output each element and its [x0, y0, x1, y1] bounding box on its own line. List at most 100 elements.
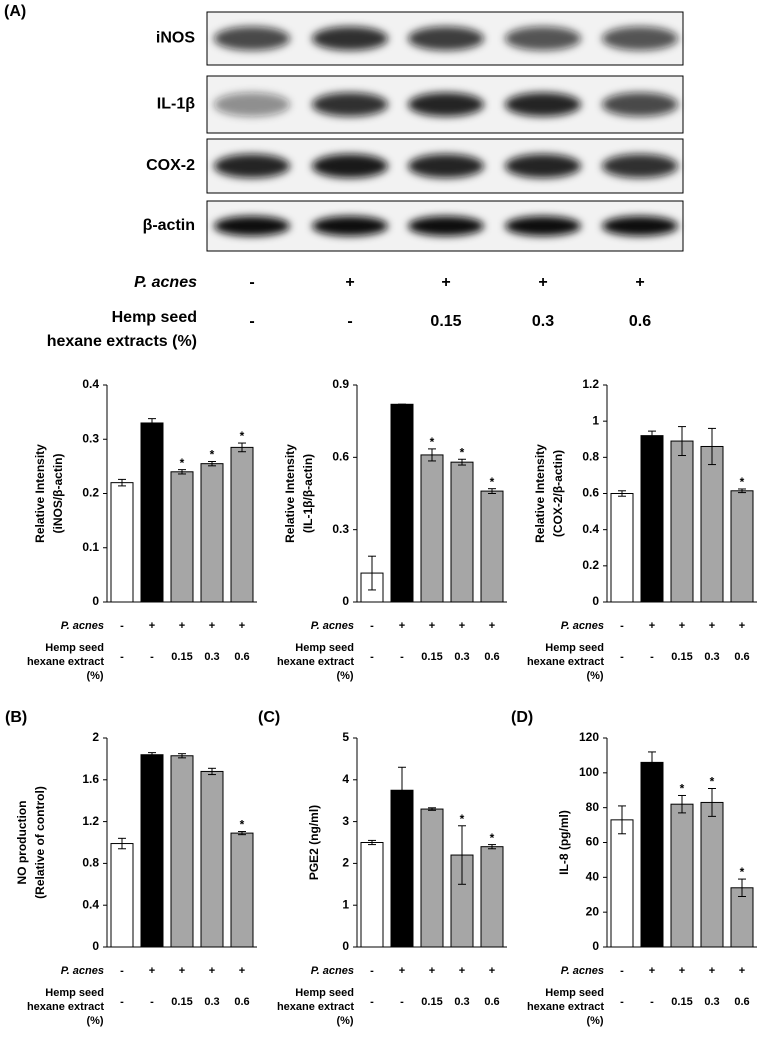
row-value: 0.3 — [454, 651, 469, 663]
row-label: P. acnes — [134, 274, 197, 291]
row-value: + — [459, 620, 465, 632]
row-value: - — [120, 651, 124, 663]
bar — [200, 463, 224, 603]
row-value: 0.3 — [204, 651, 219, 663]
row-label: (%) — [586, 670, 603, 682]
band — [214, 92, 290, 117]
row-label: P. acnes — [61, 965, 104, 977]
bar — [140, 754, 164, 948]
band — [602, 26, 678, 51]
panel-label: (B) — [5, 709, 27, 726]
bar — [670, 440, 694, 603]
y-tick-label: 0 — [342, 594, 349, 608]
y-tick-label: 20 — [586, 904, 600, 918]
band-label: IL-1β — [157, 96, 195, 113]
band-label: COX-2 — [146, 157, 195, 174]
row-label: Hemp seed — [545, 642, 604, 654]
significance: * — [210, 448, 215, 462]
band — [312, 216, 388, 236]
y-tick-label: 0.2 — [82, 486, 99, 500]
significance: * — [240, 429, 245, 443]
row-value: - — [370, 620, 374, 632]
y-tick-label: 1.2 — [582, 377, 599, 391]
bar — [170, 755, 194, 948]
bar — [730, 490, 754, 603]
row-value: 0.15 — [671, 996, 692, 1008]
row-value: - — [249, 274, 254, 291]
significance: * — [240, 818, 245, 832]
row-value: 0.6 — [629, 313, 651, 330]
y-tick-label: 0.1 — [82, 540, 99, 554]
band — [214, 154, 290, 178]
row-value: - — [370, 996, 374, 1008]
row-label: (%) — [336, 670, 353, 682]
y-tick-label: 3 — [342, 814, 349, 828]
row-value: + — [209, 965, 215, 977]
row-label: Hemp seed — [45, 642, 104, 654]
row-value: - — [650, 996, 654, 1008]
y-tick-label: 0.4 — [582, 522, 599, 536]
band — [408, 26, 484, 51]
y-tick-label: 2 — [92, 730, 99, 744]
band — [602, 154, 678, 178]
y-tick-label: 0 — [342, 939, 349, 953]
y-tick-label: 0 — [92, 594, 99, 608]
y-tick-label: 0.8 — [82, 856, 99, 870]
row-value: 0.15 — [421, 996, 442, 1008]
bar — [170, 471, 194, 603]
band — [505, 92, 581, 117]
significance: * — [680, 782, 685, 796]
row-value: - — [150, 651, 154, 663]
bar — [640, 761, 664, 948]
y-tick-label: 0 — [92, 939, 99, 953]
y-tick-label: 1 — [342, 897, 349, 911]
row-value: + — [149, 620, 155, 632]
row-label: hexane extract — [277, 656, 354, 668]
row-label: Hemp seed — [295, 987, 354, 999]
y-tick-label: 4 — [342, 772, 349, 786]
y-tick-label: 100 — [579, 765, 599, 779]
band — [214, 26, 290, 51]
band — [602, 92, 678, 117]
bar — [230, 832, 254, 948]
band — [408, 216, 484, 236]
y-tick-label: 0.2 — [582, 558, 599, 572]
row-value: + — [489, 620, 495, 632]
y-tick-label: 1 — [592, 413, 599, 427]
bar — [700, 445, 724, 603]
row-label: hexane extract — [27, 656, 104, 668]
row-label: Hemp seed — [295, 642, 354, 654]
y-tick-label: 0.3 — [332, 522, 349, 536]
band — [505, 154, 581, 178]
row-value: + — [459, 965, 465, 977]
band — [214, 216, 290, 236]
row-value: - — [400, 651, 404, 663]
bar — [140, 422, 164, 603]
row-value: 0.3 — [454, 996, 469, 1008]
y-axis-label: PGE2 (ng/ml) — [307, 805, 321, 880]
row-label: (%) — [86, 1015, 103, 1027]
y-axis-label: Relative Intensity — [33, 444, 47, 543]
row-label: Hemp seed — [112, 309, 197, 326]
row-label: P. acnes — [311, 965, 354, 977]
row-value: + — [538, 274, 547, 291]
row-value: + — [441, 274, 450, 291]
significance: * — [460, 812, 465, 826]
bar — [420, 454, 444, 603]
y-tick-label: 1.6 — [82, 772, 99, 786]
bar — [360, 842, 384, 948]
y-tick-label: 80 — [586, 800, 600, 814]
row-value: + — [679, 965, 685, 977]
band — [505, 26, 581, 51]
row-value: 0.6 — [234, 996, 249, 1008]
row-value: + — [739, 965, 745, 977]
row-label: P. acnes — [61, 620, 104, 632]
y-axis-label: (IL-1β/β-actin) — [301, 454, 315, 533]
band — [408, 92, 484, 117]
row-label: Hemp seed — [45, 987, 104, 999]
y-axis-label: (Relative of control) — [33, 786, 47, 899]
row-value: 0.3 — [704, 651, 719, 663]
row-label: P. acnes — [561, 620, 604, 632]
row-value: + — [709, 965, 715, 977]
y-tick-label: 0 — [592, 594, 599, 608]
